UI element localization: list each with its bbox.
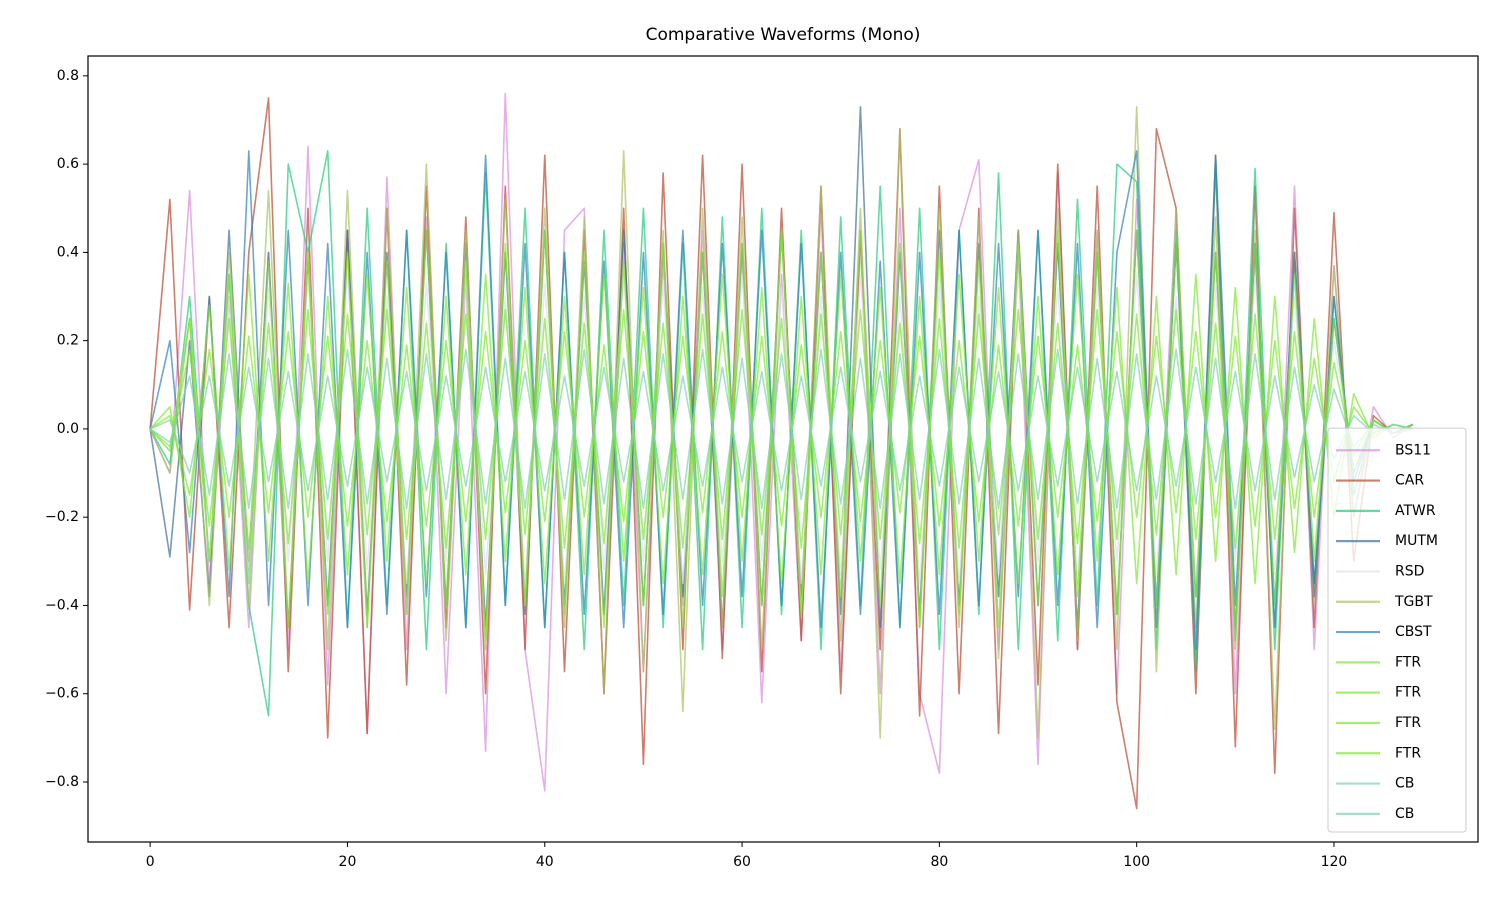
legend-label: RSD [1395,563,1424,579]
legend-label: CB [1395,806,1414,822]
x-tick-label: 120 [1321,854,1348,870]
x-tick-label: 40 [536,854,554,870]
waveform-line [149,229,1414,642]
waveform-line [149,348,1414,510]
axes-frame [87,55,1479,843]
y-tick-label: −0.2 [45,509,79,525]
legend-label: FTR [1395,715,1421,731]
legend-label: CB [1395,776,1414,792]
y-tick-label: 0.6 [57,156,79,172]
waveform-line [149,366,1414,492]
x-tick-label: 100 [1123,854,1150,870]
legend-label: MUTM [1395,533,1438,549]
legend: BS11 CAR ATWR MUTM RSD TGBT CBST FTR FTR FTR FTR CB… [1327,427,1467,833]
legend-label: TGBT [1394,594,1433,610]
waveform-line [149,273,1414,585]
plot-area [149,92,1414,810]
legend-label: CBST [1395,624,1432,640]
y-tick-label: 0.0 [57,421,79,437]
legend-label: BS11 [1395,442,1431,458]
legend-label: CAR [1395,473,1424,489]
x-tick-label: 80 [930,854,948,870]
y-tick-label: 0.8 [57,68,79,84]
y-tick-label: −0.6 [45,686,79,702]
legend-label: FTR [1395,745,1421,761]
legend-label: ATWR [1395,503,1436,519]
waveform-line [149,308,1414,549]
x-tick-label: 0 [146,854,155,870]
y-tick-label: −0.8 [45,774,79,790]
y-tick-label: 0.4 [57,244,79,260]
chart-title: Comparative Waveforms (Mono) [646,25,921,45]
legend-label: FTR [1395,685,1421,701]
y-tick-label: 0.2 [57,333,79,349]
y-tick-label: −0.4 [45,597,79,613]
legend-box [1327,427,1467,833]
legend-label: FTR [1395,654,1421,670]
x-tick-label: 60 [733,854,751,870]
x-tick-label: 20 [339,854,357,870]
